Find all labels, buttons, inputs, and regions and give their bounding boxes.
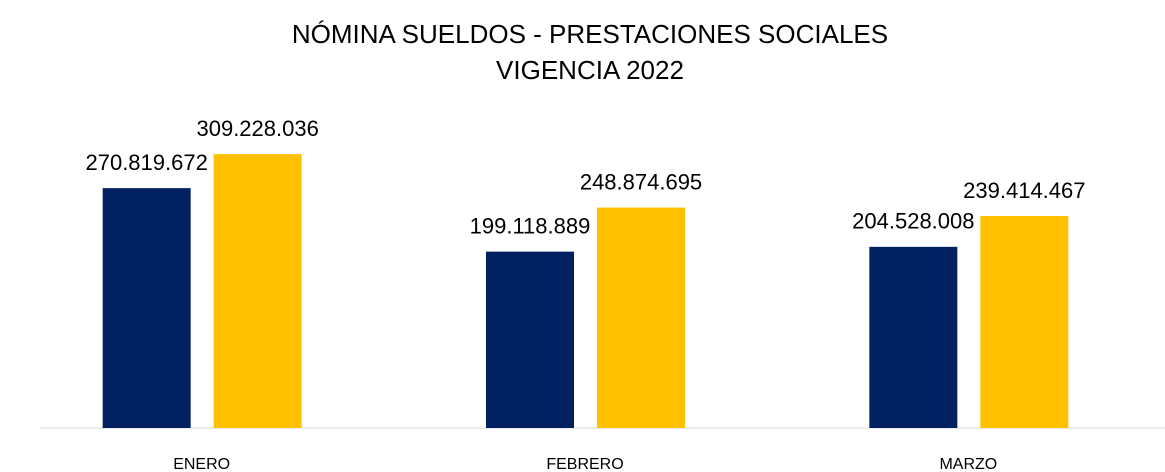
data-label: 248.874.695	[580, 169, 702, 194]
chart-title: NÓMINA SUELDOS - PRESTACIONES SOCIALES	[292, 19, 888, 49]
data-label: 309.228.036	[196, 116, 318, 141]
x-tick-label: MARZO	[939, 456, 997, 472]
data-label: 239.414.467	[963, 178, 1085, 203]
bar	[980, 215, 1069, 428]
data-label: 270.819.672	[85, 150, 207, 175]
chart-subtitle: VIGENCIA 2022	[496, 55, 684, 85]
data-label: 204.528.008	[852, 209, 974, 234]
bar	[102, 188, 191, 428]
x-tick-label: ENERO	[173, 456, 230, 472]
bar	[597, 207, 685, 428]
data-label: 199.118.889	[470, 213, 591, 238]
x-tick-label: FEBRERO	[546, 456, 623, 472]
bar	[869, 246, 958, 428]
bar	[486, 251, 574, 428]
bar	[213, 154, 302, 428]
